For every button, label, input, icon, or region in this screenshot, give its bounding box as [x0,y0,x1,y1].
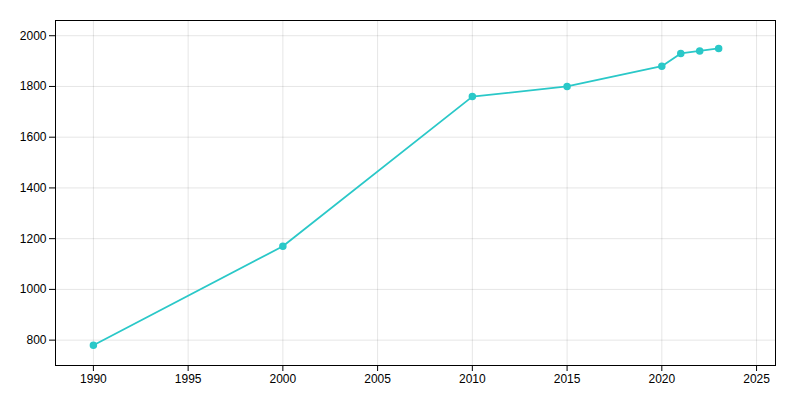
svg-text:2020: 2020 [648,372,675,386]
svg-text:1995: 1995 [175,372,202,386]
svg-text:2000: 2000 [20,29,47,43]
svg-text:2015: 2015 [554,372,581,386]
svg-text:1200: 1200 [20,232,47,246]
svg-text:1000: 1000 [20,282,47,296]
svg-text:1400: 1400 [20,181,47,195]
svg-text:2025: 2025 [743,372,770,386]
svg-text:1800: 1800 [20,79,47,93]
svg-text:2005: 2005 [364,372,391,386]
svg-text:1600: 1600 [20,130,47,144]
svg-text:2010: 2010 [459,372,486,386]
svg-text:1990: 1990 [80,372,107,386]
svg-text:2000: 2000 [270,372,297,386]
svg-text:800: 800 [26,333,46,347]
